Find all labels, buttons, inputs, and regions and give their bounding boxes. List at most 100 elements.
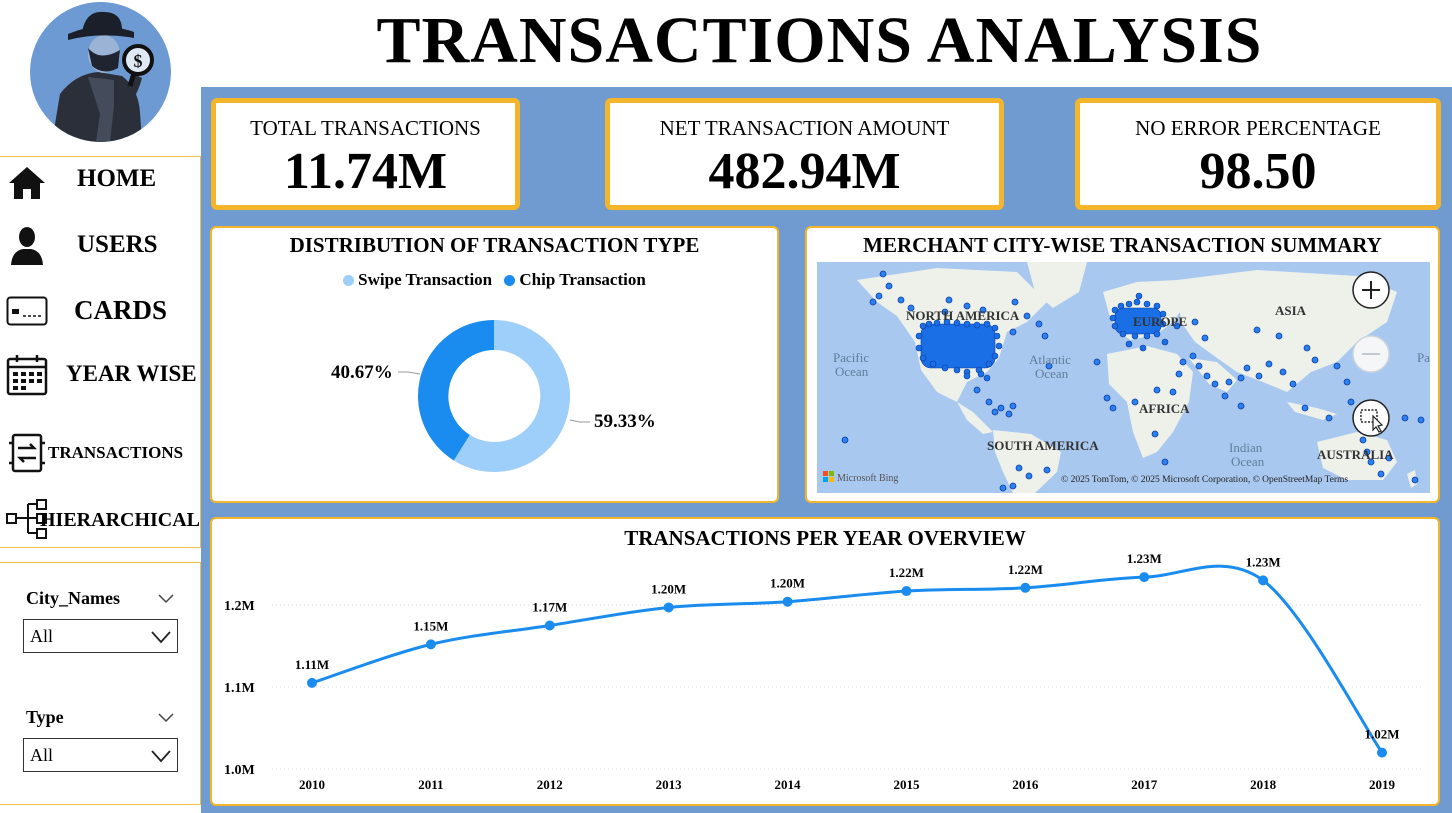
type-dropdown[interactable]: All (23, 738, 178, 772)
world-map[interactable]: NORTH AMERICA EUROPE ASIA AFRICA SOUTH A… (817, 262, 1430, 493)
nav-label-home: HOME (77, 165, 157, 192)
nav-item-cards[interactable]: CARDS (0, 287, 201, 343)
donut-slice-chip[interactable] (417, 320, 494, 461)
donut-label-chip: 40.67% (331, 362, 393, 383)
select-region-button[interactable] (1352, 399, 1390, 437)
y-tick-label: 1.0M (224, 763, 255, 778)
series-line (311, 564, 1384, 754)
sidebar: $ HOME USERS CARDS YEAR WISE (0, 0, 201, 813)
x-tick-label: 2013 (656, 777, 683, 792)
data-label: 1.17M (532, 600, 567, 615)
x-tick-label: 2014 (775, 777, 802, 792)
data-point[interactable] (663, 602, 674, 613)
nav-item-transactions[interactable]: TRANSACTIONS (0, 427, 201, 483)
card-icon (5, 289, 49, 333)
kpi-title: NO ERROR PERCENTAGE (1135, 116, 1381, 140)
data-point[interactable] (782, 596, 793, 607)
transactions-icon (5, 431, 49, 475)
data-label: 1.02M (1364, 727, 1399, 742)
logo-detective: $ (30, 2, 171, 142)
kpi-net-transaction-amount[interactable]: NET TRANSACTION AMOUNT 482.94M (605, 98, 1004, 210)
map-title: MERCHANT CITY-WISE TRANSACTION SUMMARY (863, 233, 1382, 257)
x-tick-label: 2011 (418, 777, 443, 792)
nav-menu: HOME USERS CARDS YEAR WISE TRANSACTIONS (0, 156, 201, 548)
x-tick-label: 2010 (299, 777, 325, 792)
map-label-africa: AFRICA (1139, 401, 1190, 416)
leader-line-swipe (569, 419, 590, 423)
data-point[interactable] (1377, 747, 1387, 758)
data-point[interactable] (1020, 582, 1031, 593)
x-tick-label: 2018 (1250, 777, 1277, 792)
legend-item-swipe[interactable]: Swipe Transaction (343, 270, 492, 289)
map-attribution[interactable]: © 2025 TomTom, © 2025 Microsoft Corporat… (1061, 474, 1348, 485)
donut-legend: Swipe Transaction Chip Transaction (212, 270, 777, 290)
x-tick-label: 2016 (1012, 777, 1038, 792)
map-label-asia: ASIA (1275, 303, 1307, 318)
data-point[interactable] (1258, 575, 1269, 586)
nav-item-home[interactable]: HOME (0, 157, 201, 213)
data-point[interactable] (901, 586, 912, 597)
legend-chip-label: Chip Transaction (519, 270, 646, 289)
chevron-down-icon (151, 750, 171, 763)
chevron-down-icon[interactable] (158, 593, 174, 605)
city-names-dropdown[interactable]: All (23, 619, 178, 653)
svg-text:$: $ (134, 51, 143, 71)
line-chart-card[interactable]: TRANSACTIONS PER YEAR OVERVIEW 1.0M 1.1M 1… (210, 517, 1440, 806)
line-chart-title: TRANSACTIONS PER YEAR OVERVIEW (624, 526, 1026, 550)
kpi-value: 482.94M (708, 143, 901, 200)
legend-chip-dot (504, 275, 516, 286)
map-label-europe: EUROPE (1133, 314, 1187, 329)
kpi-title: TOTAL TRANSACTIONS (250, 116, 481, 140)
user-icon (5, 223, 49, 267)
map-label-pacific-1: Pacific (833, 350, 869, 365)
kpi-value: 11.74M (283, 143, 448, 200)
map-label-north-america: NORTH AMERICA (906, 308, 1020, 323)
zoom-in-button[interactable] (1352, 271, 1390, 309)
page-title: TRANSACTIONS ANALYSIS (376, 4, 1263, 77)
legend-item-chip[interactable]: Chip Transaction (504, 270, 646, 289)
data-label: 1.23M (1127, 551, 1162, 566)
data-point[interactable] (307, 677, 317, 688)
filters-panel: City_Names All Type All (0, 562, 201, 805)
nav-label-hierarchical: HIERARCHICAL (40, 509, 201, 531)
legend-swipe-label: Swipe Transaction (358, 270, 493, 289)
legend-swipe-dot (343, 275, 355, 286)
data-point[interactable] (1139, 572, 1150, 583)
nav-item-users[interactable]: USERS (0, 221, 201, 277)
data-label: 1.11M (295, 657, 329, 672)
chevron-down-icon (151, 631, 171, 644)
chevron-down-icon[interactable] (158, 712, 174, 724)
data-point[interactable] (425, 639, 436, 650)
filter-city-title: City_Names (26, 588, 120, 608)
data-label: 1.23M (1246, 554, 1281, 569)
kpi-total-transactions[interactable]: TOTAL TRANSACTIONS 11.74M (211, 98, 520, 210)
x-tick-label: 2019 (1369, 777, 1396, 792)
home-icon (5, 161, 49, 205)
y-tick-label: 1.1M (224, 681, 255, 696)
kpi-no-error-percentage[interactable]: NO ERROR PERCENTAGE 98.50 (1075, 98, 1441, 210)
donut-chart-card[interactable]: DISTRIBUTION OF TRANSACTION TYPE Swipe T… (210, 226, 779, 503)
nav-label-cards: CARDS (74, 295, 168, 325)
zoom-out-button[interactable] (1352, 335, 1390, 373)
donut-chart-title: DISTRIBUTION OF TRANSACTION TYPE (289, 233, 700, 257)
map-markers-europe (1109, 292, 1181, 352)
donut-slice-swipe[interactable] (453, 320, 570, 472)
map-card[interactable]: MERCHANT CITY-WISE TRANSACTION SUMMARY (805, 226, 1440, 503)
map-label-atlantic-1: Atlantic (1029, 352, 1071, 367)
data-label: 1.15M (413, 618, 448, 633)
map-markers-scattered (841, 270, 1425, 492)
nav-label-year-wise: YEAR WISE (66, 361, 197, 386)
nav-item-hierarchical[interactable]: HIERARCHICAL (0, 493, 201, 549)
donut-label-swipe: 59.33% (594, 411, 656, 432)
nav-item-year-wise[interactable]: YEAR WISE (0, 353, 201, 409)
hierarchy-icon (5, 497, 49, 541)
map-label-australia: AUSTRALIA (1317, 447, 1394, 462)
map-label-indian-1: Indian (1229, 440, 1263, 455)
city-names-value: All (30, 626, 54, 646)
data-label: 1.20M (770, 576, 805, 591)
data-point[interactable] (544, 620, 555, 631)
nav-label-transactions: TRANSACTIONS (48, 443, 184, 462)
data-label: 1.20M (651, 581, 686, 596)
map-label-atlantic-2: Ocean (1035, 366, 1069, 381)
y-tick-label: 1.2M (224, 599, 255, 614)
